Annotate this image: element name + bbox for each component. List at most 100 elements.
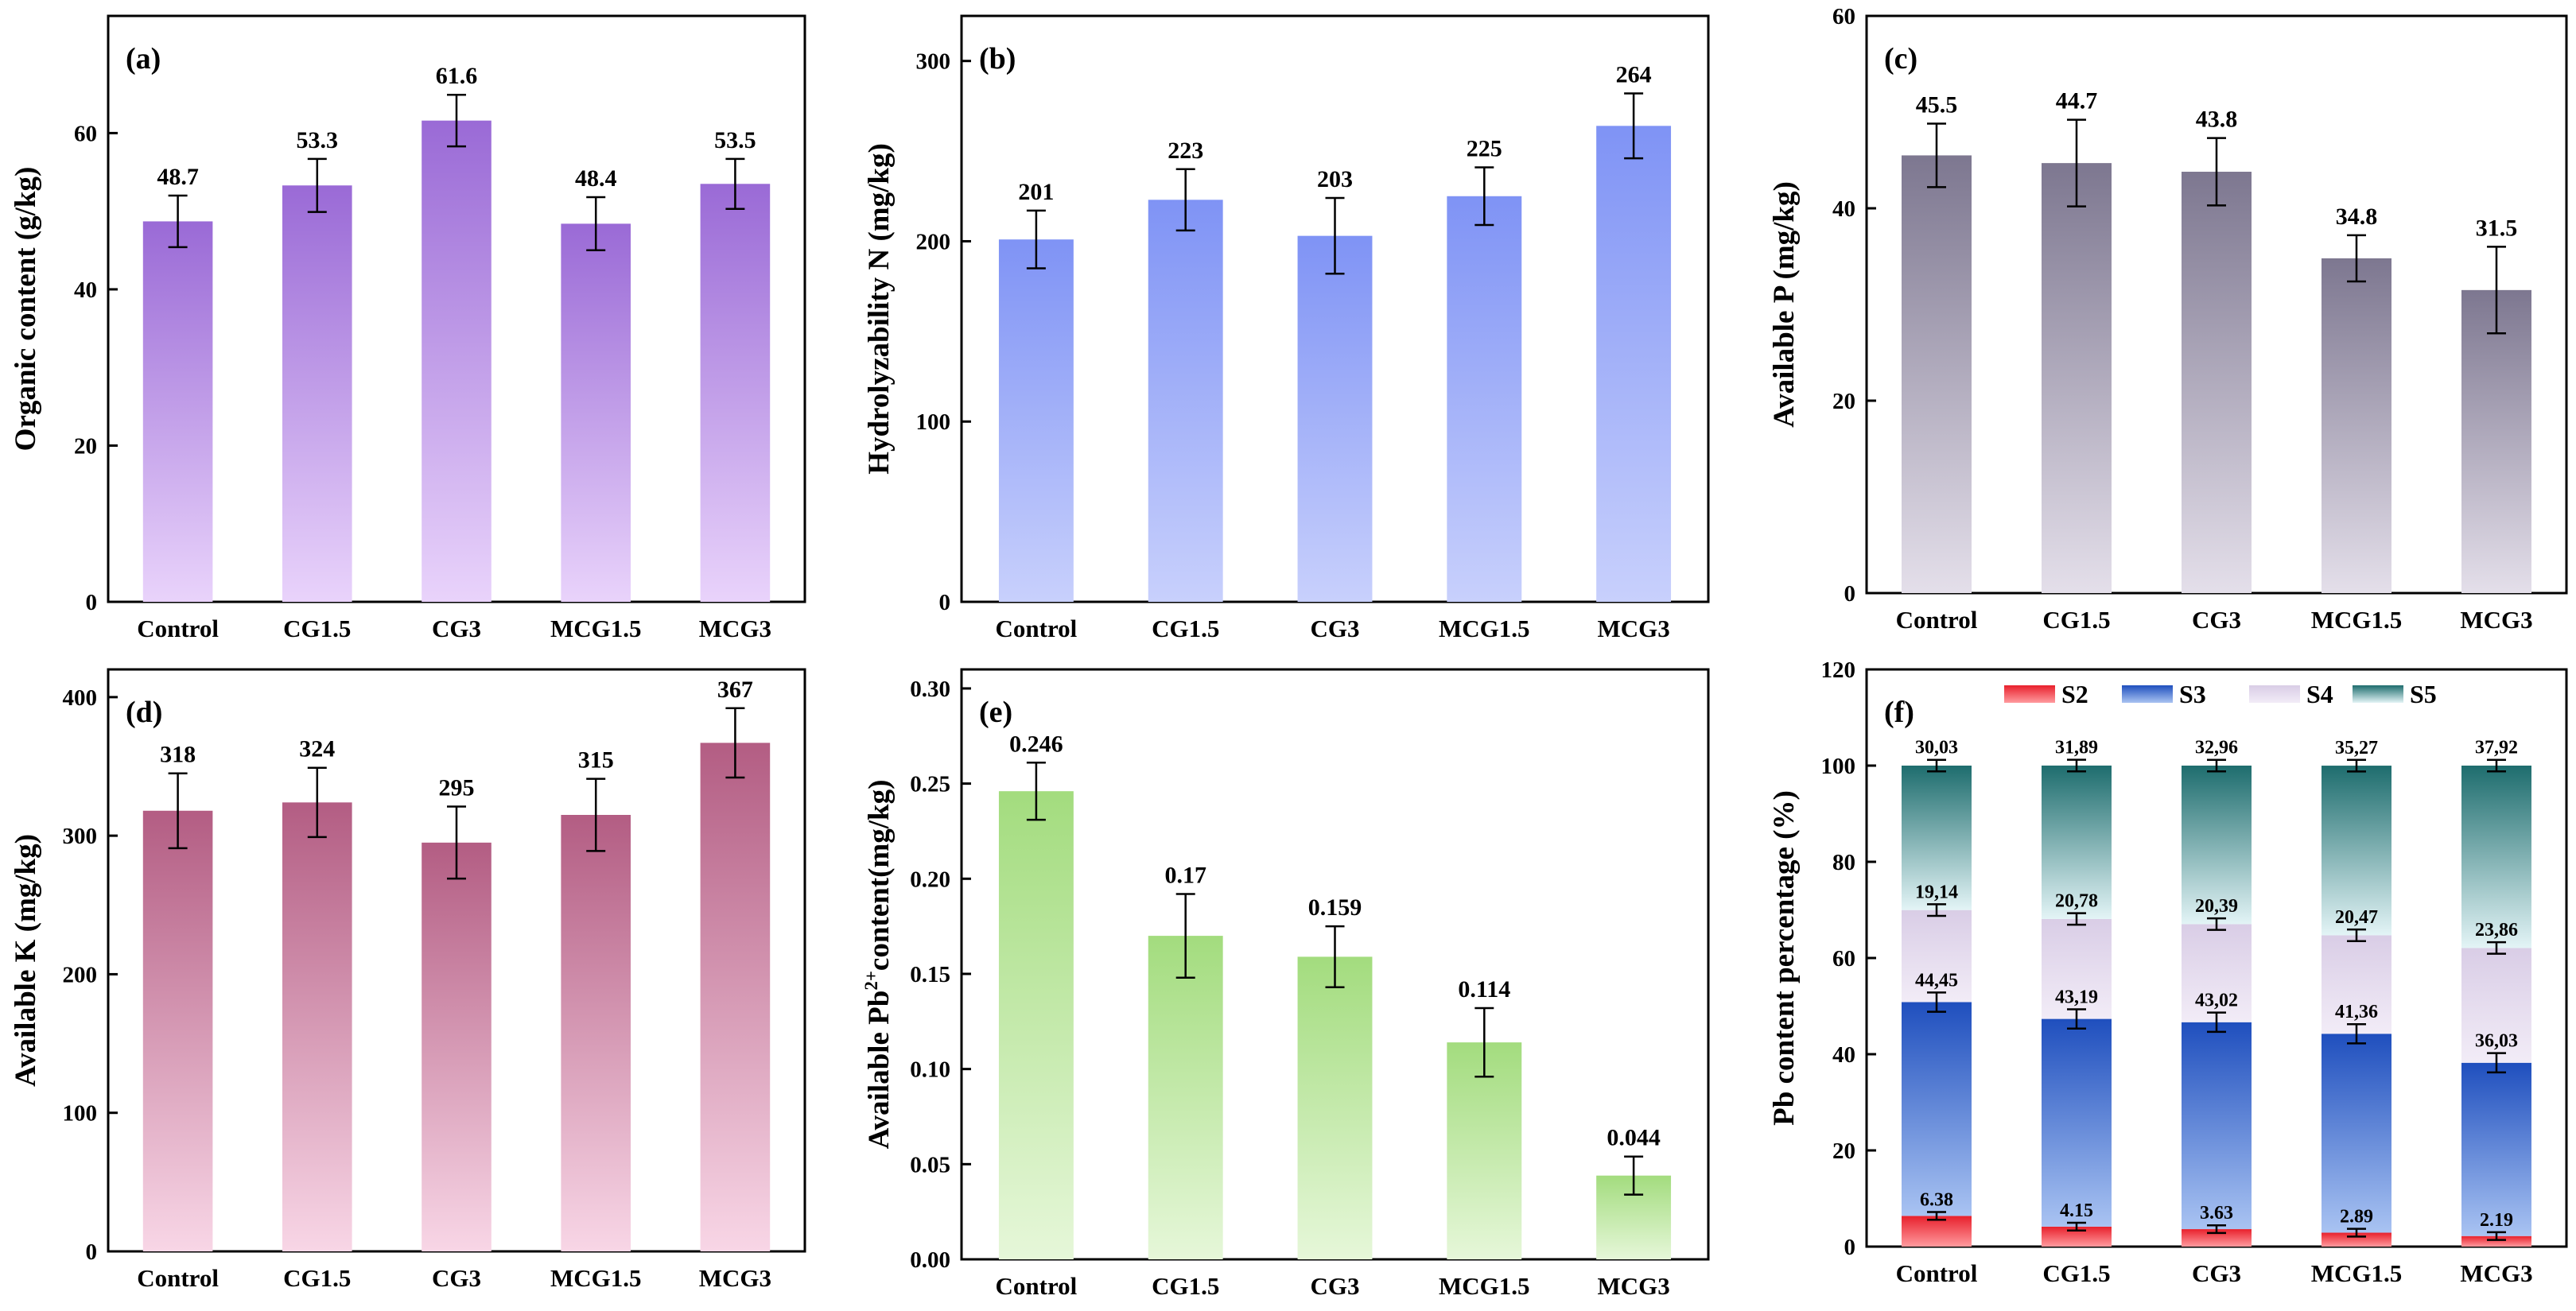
- legend-swatch: [2353, 685, 2403, 703]
- data-label: 35,27: [2335, 738, 2378, 758]
- data-label: 41,36: [2335, 1002, 2378, 1022]
- y-axis-label: Available Pb2+content(mg/kg): [861, 780, 896, 1150]
- bar-control: [142, 221, 213, 602]
- data-label: 23,86: [2475, 920, 2518, 941]
- legend-label: S3: [2179, 680, 2206, 708]
- x-tick-label: MCG1.5: [2311, 606, 2403, 634]
- y-tick-label: 0: [1844, 581, 1856, 607]
- segment-s4-mcg3: [2461, 948, 2531, 1063]
- panel-label: (f): [1884, 696, 1914, 729]
- error-bar: [2487, 1052, 2506, 1074]
- error-bar: [1474, 166, 1494, 227]
- data-label: 31,89: [2055, 738, 2098, 758]
- segment-s4-cg1.5: [2042, 918, 2112, 1019]
- bar-cg1.5: [2042, 163, 2112, 593]
- data-label: 0.114: [1458, 976, 1510, 1003]
- data-label: 203: [1317, 166, 1353, 192]
- chart-panel-6: 0 20 40 60 80 100 120 Control CG1.5 CG3 MCG1.5 MCG3…: [1768, 657, 2568, 1287]
- data-label: 264: [1616, 62, 1652, 88]
- error-bar: [1927, 758, 1946, 773]
- data-label: 201: [1018, 179, 1054, 205]
- data-label: 44.7: [2056, 88, 2098, 114]
- y-tick-label: 60: [74, 121, 97, 146]
- data-label: 0.159: [1308, 894, 1362, 921]
- error-bar: [1927, 1211, 1946, 1221]
- x-tick-label: CG3: [432, 615, 481, 642]
- data-label: 3.63: [2200, 1203, 2233, 1224]
- segment-s5-control: [1902, 766, 1972, 910]
- data-label: 20,78: [2055, 891, 2098, 912]
- y-tick-label: 20: [1832, 1138, 1855, 1164]
- bar-cg3: [1297, 235, 1373, 602]
- data-label: 0.044: [1607, 1125, 1661, 1151]
- y-tick-label: 0: [86, 1239, 98, 1265]
- x-tick-label: MCG3: [2460, 606, 2532, 634]
- error-bar: [586, 196, 606, 252]
- bar-control: [1902, 155, 1972, 593]
- error-bar: [2347, 928, 2366, 942]
- error-bar: [725, 157, 745, 210]
- bar-mcg3: [700, 743, 771, 1251]
- segment-s5-cg3: [2182, 766, 2252, 925]
- legend-swatch: [2122, 685, 2173, 703]
- segment-s3-cg3: [2182, 1022, 2252, 1230]
- y-tick-label: 0.00: [910, 1247, 950, 1273]
- x-tick-label: CG1.5: [283, 1264, 351, 1292]
- error-bar: [2207, 758, 2226, 773]
- y-tick-label: 200: [916, 229, 951, 254]
- y-tick-label: 80: [1832, 850, 1855, 875]
- x-tick-label: CG3: [1311, 1272, 1360, 1300]
- chart-panel-3: 0 20 40 60 Control CG1.5 CG3 MCG1.5 MCG3 Availabl…: [1768, 4, 2568, 634]
- y-tick-label: 40: [74, 277, 97, 303]
- x-tick-label: CG3: [1311, 615, 1360, 642]
- error-bar: [2487, 941, 2506, 955]
- legend-item-s2: S2: [2004, 680, 2088, 708]
- x-tick-label: MCG1.5: [1439, 615, 1530, 642]
- error-bar: [307, 766, 327, 839]
- y-tick-label: 100: [63, 1101, 98, 1127]
- data-label: 53.5: [714, 127, 756, 153]
- x-tick-label: CG3: [2192, 606, 2241, 634]
- error-bar: [1175, 168, 1195, 232]
- x-tick-label: CG1.5: [1152, 1272, 1219, 1300]
- bar-cg1.5: [282, 802, 352, 1251]
- data-label: 43,19: [2055, 987, 2098, 1007]
- error-bar: [725, 707, 745, 779]
- y-tick-label: 0.20: [910, 867, 950, 892]
- error-bar: [2067, 912, 2086, 926]
- error-bar: [2207, 137, 2226, 207]
- y-tick-label: 20: [1832, 389, 1855, 414]
- x-tick-label: Control: [996, 615, 1078, 642]
- error-bar: [168, 772, 188, 850]
- chart-panel-4: 0 100 200 300 400 Control CG1.5 CG3 MCG1.5 MCG3 Av…: [10, 668, 806, 1292]
- error-bar: [1175, 893, 1195, 979]
- x-tick-label: MCG3: [699, 1264, 771, 1292]
- bar-cg1.5: [1148, 200, 1223, 602]
- y-tick-label: 100: [916, 409, 951, 435]
- error-bar: [2487, 758, 2506, 773]
- y-axis-label: Hydrolyzability N (mg/kg): [863, 143, 896, 475]
- data-label: 36,03: [2475, 1031, 2518, 1052]
- bar-cg3: [422, 842, 491, 1251]
- data-label: 315: [578, 747, 614, 774]
- y-tick-label: 200: [63, 962, 98, 987]
- error-bar: [447, 805, 466, 880]
- bar-cg3: [2182, 172, 2252, 593]
- x-tick-label: MCG3: [699, 615, 771, 642]
- legend-label: S4: [2306, 680, 2333, 708]
- segment-s4-cg3: [2182, 924, 2252, 1022]
- segment-s3-cg1.5: [2042, 1018, 2112, 1227]
- error-bar: [2487, 1231, 2506, 1241]
- panel-label: (a): [126, 42, 161, 76]
- error-bar: [2067, 758, 2086, 773]
- segment-s3-control: [1902, 1002, 1972, 1216]
- y-tick-label: 0: [1844, 1235, 1856, 1260]
- legend-swatch: [2004, 685, 2055, 703]
- bar-cg1.5: [282, 185, 352, 603]
- bar-cg3: [422, 120, 491, 602]
- segment-s5-mcg3: [2461, 766, 2531, 948]
- x-tick-label: MCG1.5: [550, 615, 642, 642]
- bar-cg1.5: [1148, 936, 1223, 1259]
- data-label: 32,96: [2195, 738, 2238, 758]
- data-label: 2.19: [2480, 1210, 2513, 1231]
